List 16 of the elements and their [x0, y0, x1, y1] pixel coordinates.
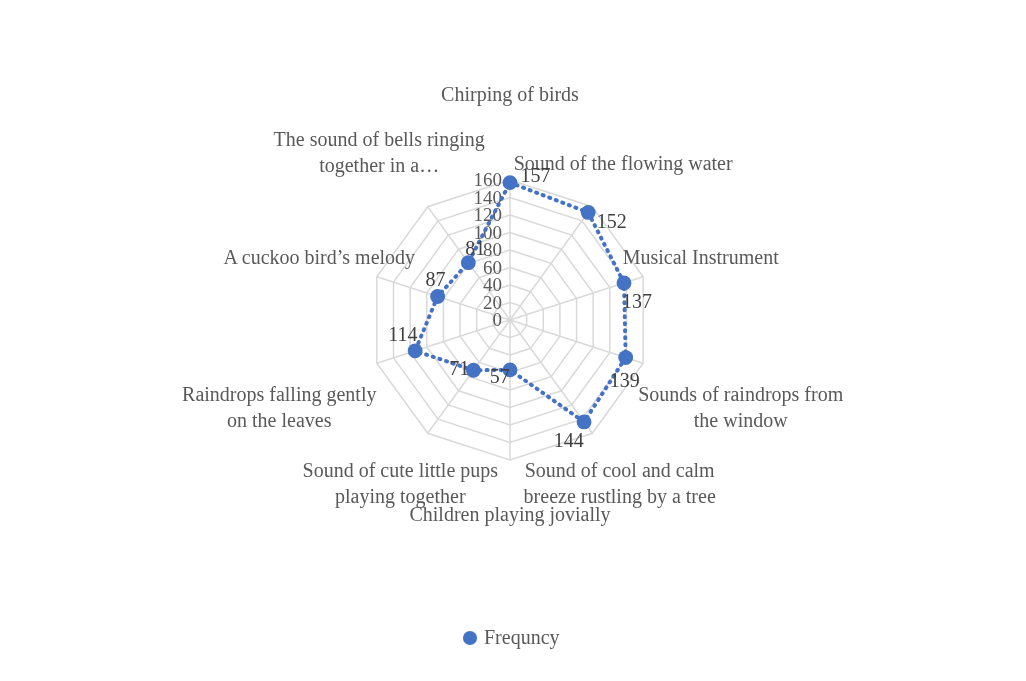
data-label: 139: [609, 369, 640, 392]
spoke-label: Musical Instrument: [622, 246, 780, 269]
y-tick-label: 140: [473, 186, 502, 208]
data-label: 87: [425, 268, 446, 291]
data-label: 137: [622, 290, 653, 313]
data-label: 57: [489, 365, 510, 388]
spoke-label: Chirping of birds: [441, 83, 580, 106]
data-label: 114: [388, 322, 418, 345]
spoke-label: Raindrops falling gently on the leaves: [182, 382, 377, 431]
data-label: 144: [553, 428, 584, 451]
spoke-label: A cuckoo bird’s melody: [223, 246, 416, 270]
spoke-label: Sound of cool and calm breeze rustling by a tree: [523, 458, 716, 508]
spoke-label: Sound of cute little pups playing together: [302, 458, 499, 508]
legend-label: Frequncy: [484, 626, 560, 649]
data-label: 152: [596, 209, 627, 232]
spoke-label: Sounds of raindrops from the window: [638, 382, 844, 431]
